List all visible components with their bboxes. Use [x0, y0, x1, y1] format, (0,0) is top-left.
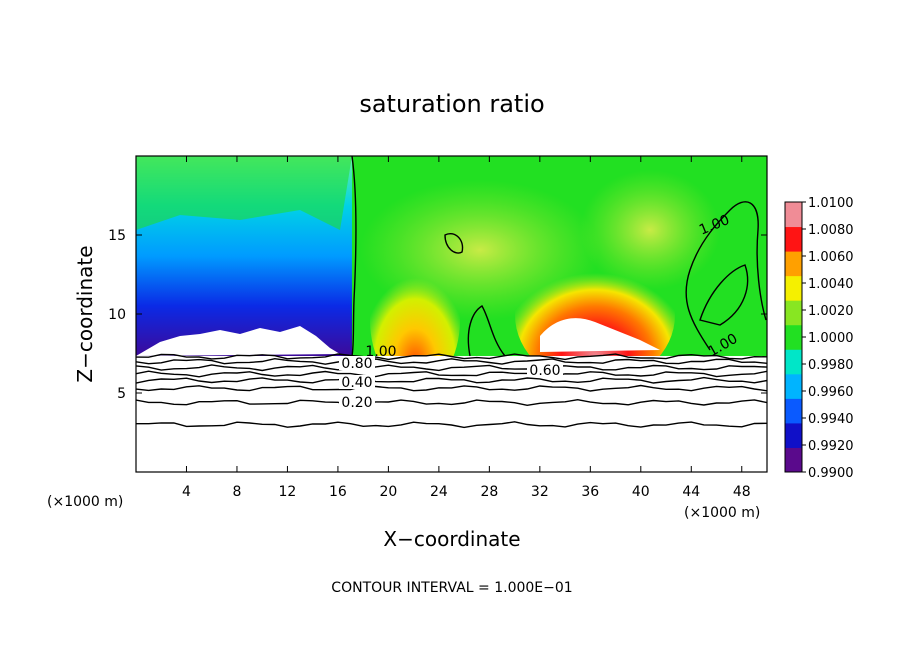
contour-label-bg — [339, 395, 375, 409]
contour-label: 0.20 — [341, 395, 372, 411]
x-tick-label: 32 — [531, 484, 549, 500]
x-tick-label: 16 — [329, 484, 347, 500]
contour-line — [136, 421, 767, 429]
contour-line — [136, 364, 767, 372]
colorbar-swatch — [785, 324, 802, 350]
x-tick-label: 20 — [379, 484, 397, 500]
contour-label: 0.80 — [341, 356, 372, 372]
x-tick-label: 36 — [581, 484, 599, 500]
x-tick-label: 8 — [232, 484, 241, 500]
contour-interval-note: CONTOUR INTERVAL = 1.000E−01 — [331, 580, 572, 596]
contour-label: 0.60 — [529, 363, 560, 379]
x-unit-left: (×1000 m) — [47, 494, 123, 510]
y-tick-label: 10 — [108, 307, 126, 323]
y-tick-label: 15 — [108, 228, 126, 244]
colorbar-label: 1.0040 — [808, 277, 854, 292]
contour-label-bg — [339, 356, 375, 370]
contour-line — [444, 233, 464, 254]
cloud-base-gap — [540, 318, 660, 352]
colorbar-swatch — [785, 202, 802, 228]
colorbar-label: 0.9920 — [808, 439, 854, 454]
colorbar-swatch — [785, 251, 802, 277]
colorbar-swatch — [785, 275, 802, 301]
y-tick-label: 5 — [117, 386, 126, 402]
y-axis-title: Z−coordinate — [73, 245, 97, 382]
x-tick-label: 24 — [430, 484, 448, 500]
contour-label-bg — [527, 363, 563, 377]
contour-label-bg — [339, 375, 375, 389]
contour-label: 0.40 — [341, 375, 372, 391]
x-tick-label: 44 — [682, 484, 700, 500]
contour-lines — [136, 353, 767, 429]
contour-line — [136, 357, 767, 365]
colorbar-swatch — [785, 398, 802, 424]
chart-title: saturation ratio — [359, 90, 544, 118]
west-transition — [136, 156, 352, 230]
x-tick-label: 4 — [182, 484, 191, 500]
y-ticks: 5 10 15 — [108, 228, 767, 402]
contour-line — [351, 156, 357, 357]
colorbar-label: 0.9900 — [808, 466, 854, 481]
x-tick-label: 48 — [733, 484, 751, 500]
contour-line — [467, 305, 506, 357]
colorbar-swatch — [785, 226, 802, 252]
colorbar-swatch — [785, 349, 802, 375]
colorbar-label: 0.9940 — [808, 412, 854, 427]
x-unit-right: (×1000 m) — [684, 505, 760, 521]
colorbar: 0.9900 0.9920 0.9940 0.9960 0.9980 1.0000 1.00… — [784, 196, 854, 481]
colorbar-label: 1.0100 — [808, 196, 854, 211]
x-tick-label: 40 — [632, 484, 650, 500]
colorbar-swatch — [785, 373, 802, 399]
contour-line — [136, 384, 767, 392]
contour-labels: 1.000.800.400.200.601.001.00 — [339, 212, 740, 411]
contour-line — [136, 376, 767, 384]
colorbar-label: 0.9960 — [808, 385, 854, 400]
colorbar-label: 0.9980 — [808, 358, 854, 373]
plot-area — [136, 156, 767, 472]
colorbar-swatch — [785, 447, 802, 473]
cloud-base-gap — [136, 326, 340, 356]
x-axis-title: X−coordinate — [383, 527, 520, 551]
colorbar-label: 1.0020 — [808, 304, 854, 319]
colorbar-label: 1.0000 — [808, 331, 854, 346]
contour-line — [136, 398, 767, 407]
colorbar-label: 1.0060 — [808, 250, 854, 265]
contour-line — [699, 264, 749, 326]
colorbar-swatch — [785, 422, 802, 448]
x-tick-label: 28 — [480, 484, 498, 500]
contour-line — [685, 201, 767, 351]
x-tick-label: 12 — [279, 484, 297, 500]
colorbar-label: 1.0080 — [808, 223, 854, 238]
x-ticks: 4 8 12 16 20 24 28 32 36 40 44 48 — [182, 156, 751, 500]
contour-line — [136, 353, 767, 361]
contour-line — [136, 370, 767, 378]
colorbar-swatch — [785, 300, 802, 326]
